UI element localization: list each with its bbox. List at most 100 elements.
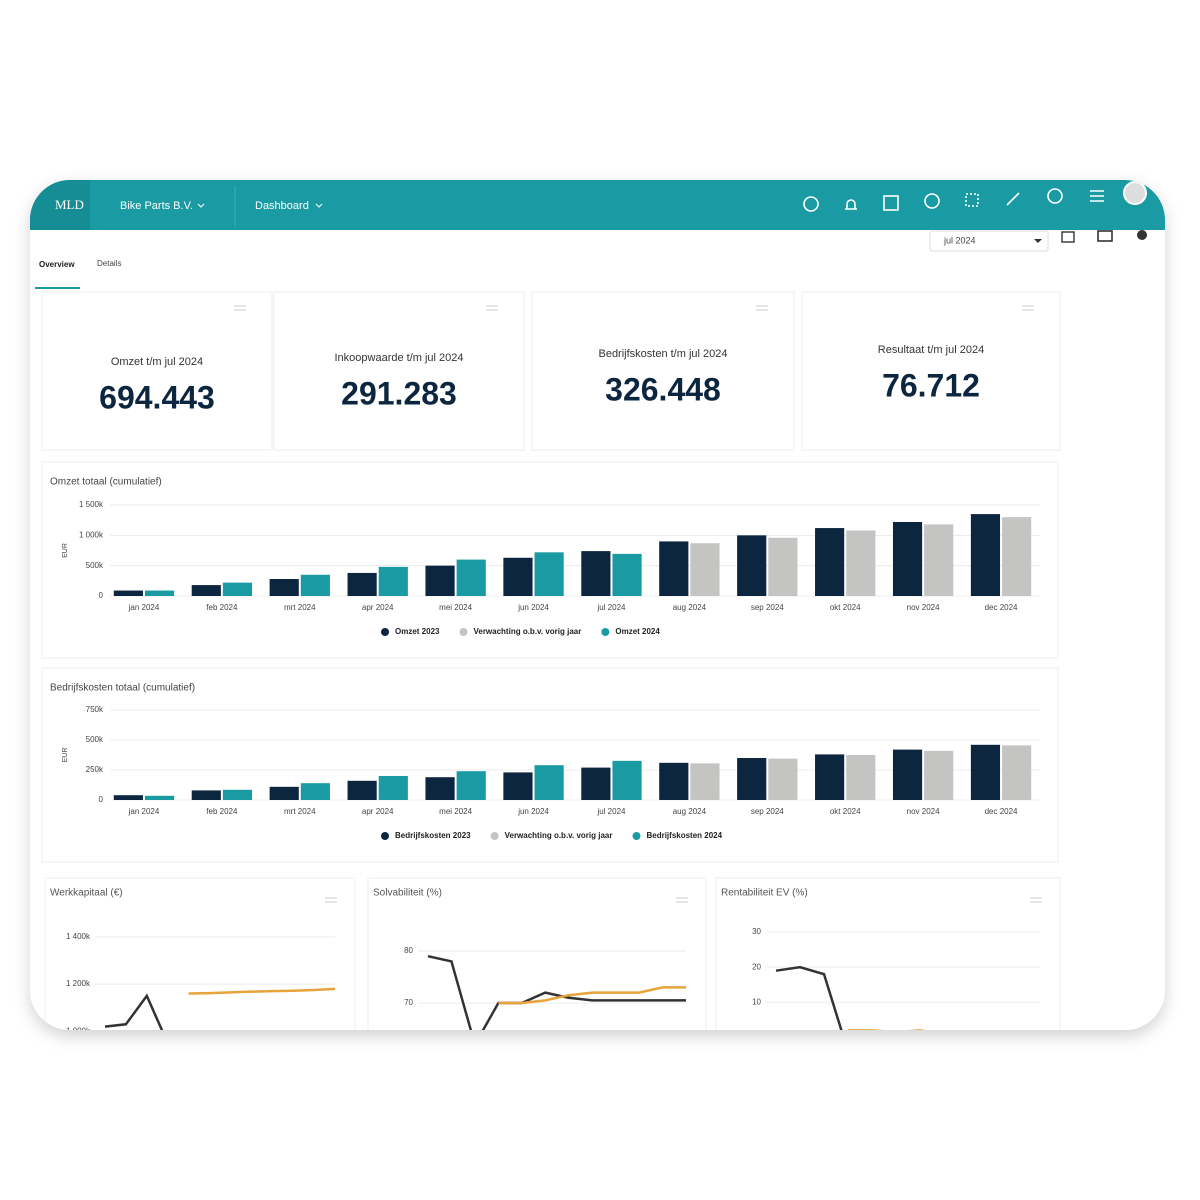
x-tick-label: nov 2024 xyxy=(907,807,940,816)
legend-label: Bedrijfskosten 2023 xyxy=(395,831,471,840)
share-icon[interactable] xyxy=(1061,231,1075,243)
y-tick-label: 1 000k xyxy=(66,1026,91,1035)
kpi-value: 76.712 xyxy=(882,367,980,403)
chart-panel xyxy=(715,877,1061,1030)
legend-label: Bedrijfskosten 2024 xyxy=(646,831,722,840)
y-tick-label: 0 xyxy=(99,795,104,804)
bar xyxy=(612,553,642,596)
legend-swatch xyxy=(381,832,389,840)
x-tick-label: aug 2024 xyxy=(673,807,707,816)
bar xyxy=(815,754,845,800)
bar xyxy=(347,572,377,596)
bar xyxy=(659,541,689,596)
y-axis-label: EUR xyxy=(62,543,69,558)
x-tick-label: apr 2024 xyxy=(362,807,394,816)
x-tick-label: sep 2024 xyxy=(751,603,784,612)
legend-label: Verwachting o.b.v. vorig jaar xyxy=(505,831,613,840)
line-series xyxy=(188,987,336,995)
y-tick-label: 30 xyxy=(752,927,761,936)
bar xyxy=(425,565,455,596)
bar xyxy=(970,744,1001,800)
kpi-value: 694.443 xyxy=(99,379,215,415)
toolbar-icons xyxy=(803,188,1104,212)
legend-label: Omzet 2024 xyxy=(615,627,660,636)
legend-swatch xyxy=(632,832,641,840)
dropdown-arrow xyxy=(1034,239,1042,243)
y-tick-label: 1 200k xyxy=(66,979,91,988)
bar xyxy=(690,763,720,800)
legend-label: Omzet 2023 xyxy=(395,627,440,636)
logo: MLD xyxy=(55,197,84,212)
bar xyxy=(191,585,221,596)
panel-menu-icon xyxy=(1030,897,1042,903)
check-icon[interactable] xyxy=(924,193,940,209)
bar xyxy=(503,557,533,596)
panel-menu-icon xyxy=(1022,305,1034,311)
kpi-label: Resultaat t/m jul 2024 xyxy=(878,344,984,356)
tools-icon[interactable] xyxy=(1006,192,1020,206)
y-tick-label: 500k xyxy=(86,735,104,744)
panel-menu-icon xyxy=(756,305,768,311)
period-value: jul 2024 xyxy=(943,235,976,245)
legend-swatch xyxy=(490,832,499,840)
x-tick-label: apr 2024 xyxy=(362,603,394,612)
bar xyxy=(892,749,923,800)
period-select[interactable] xyxy=(929,230,1049,252)
company-selector[interactable]: Bike Parts B.V. xyxy=(120,200,193,212)
kpi-card xyxy=(41,291,273,451)
x-tick-label: okt 2024 xyxy=(830,807,861,816)
y-tick-label: 1 400k xyxy=(66,932,91,941)
line-series xyxy=(427,954,686,1030)
chart-panel xyxy=(367,877,707,1030)
x-tick-label: jan 2024 xyxy=(128,807,160,816)
dashboard-menu[interactable]: Dashboard xyxy=(255,200,309,212)
menu-icon[interactable] xyxy=(1090,190,1104,202)
x-tick-label: dec 2024 xyxy=(985,603,1018,612)
bar xyxy=(924,524,954,596)
eye-icon[interactable] xyxy=(803,196,819,212)
help-icon[interactable] xyxy=(1047,188,1063,204)
kpi-card xyxy=(531,291,795,451)
bar xyxy=(144,795,175,800)
apps-icon[interactable] xyxy=(965,193,979,207)
settings-icon[interactable] xyxy=(1137,230,1147,240)
bar xyxy=(737,758,767,800)
kpi-label: Bedrijfskosten t/m jul 2024 xyxy=(598,348,727,360)
bar xyxy=(378,566,408,596)
x-tick-label: feb 2024 xyxy=(206,603,238,612)
bar xyxy=(269,786,299,800)
legend-swatch xyxy=(459,628,468,636)
x-tick-label: mrt 2024 xyxy=(284,807,316,816)
x-tick-label: mei 2024 xyxy=(439,603,472,612)
switch-icon[interactable] xyxy=(883,195,899,211)
bar xyxy=(425,777,455,800)
avatar[interactable] xyxy=(1123,181,1147,205)
print-icon[interactable] xyxy=(1097,230,1113,242)
bar xyxy=(659,762,689,800)
chart-title: Bedrijfskosten totaal (cumulatief) xyxy=(50,683,195,694)
panel-menu-icon xyxy=(325,897,337,903)
bar xyxy=(815,528,845,596)
chevron xyxy=(315,203,323,208)
bar xyxy=(612,760,642,800)
chart-panel xyxy=(41,667,1059,863)
bar xyxy=(846,530,876,596)
bar xyxy=(222,789,253,800)
x-tick-label: aug 2024 xyxy=(673,603,707,612)
bar xyxy=(113,795,143,800)
panel-menu-icon xyxy=(486,305,498,311)
tab[interactable]: Overview xyxy=(39,260,75,269)
dashboard: MLD Bike Parts B.V. Dashboard jul 2024 O… xyxy=(30,180,1165,1035)
y-tick-label: 250k xyxy=(86,765,104,774)
tab[interactable]: Details xyxy=(97,259,121,268)
x-tick-label: mei 2024 xyxy=(439,807,472,816)
x-tick-label: dec 2024 xyxy=(985,807,1018,816)
chart-title: Werkkapitaal (€) xyxy=(50,888,123,899)
kpi-value: 326.448 xyxy=(605,371,721,407)
bell-icon[interactable] xyxy=(845,199,857,210)
kpi-card xyxy=(273,291,525,451)
x-tick-label: nov 2024 xyxy=(907,603,940,612)
x-tick-label: sep 2024 xyxy=(751,807,784,816)
bar xyxy=(970,514,1001,596)
chart-panel xyxy=(44,877,356,1030)
